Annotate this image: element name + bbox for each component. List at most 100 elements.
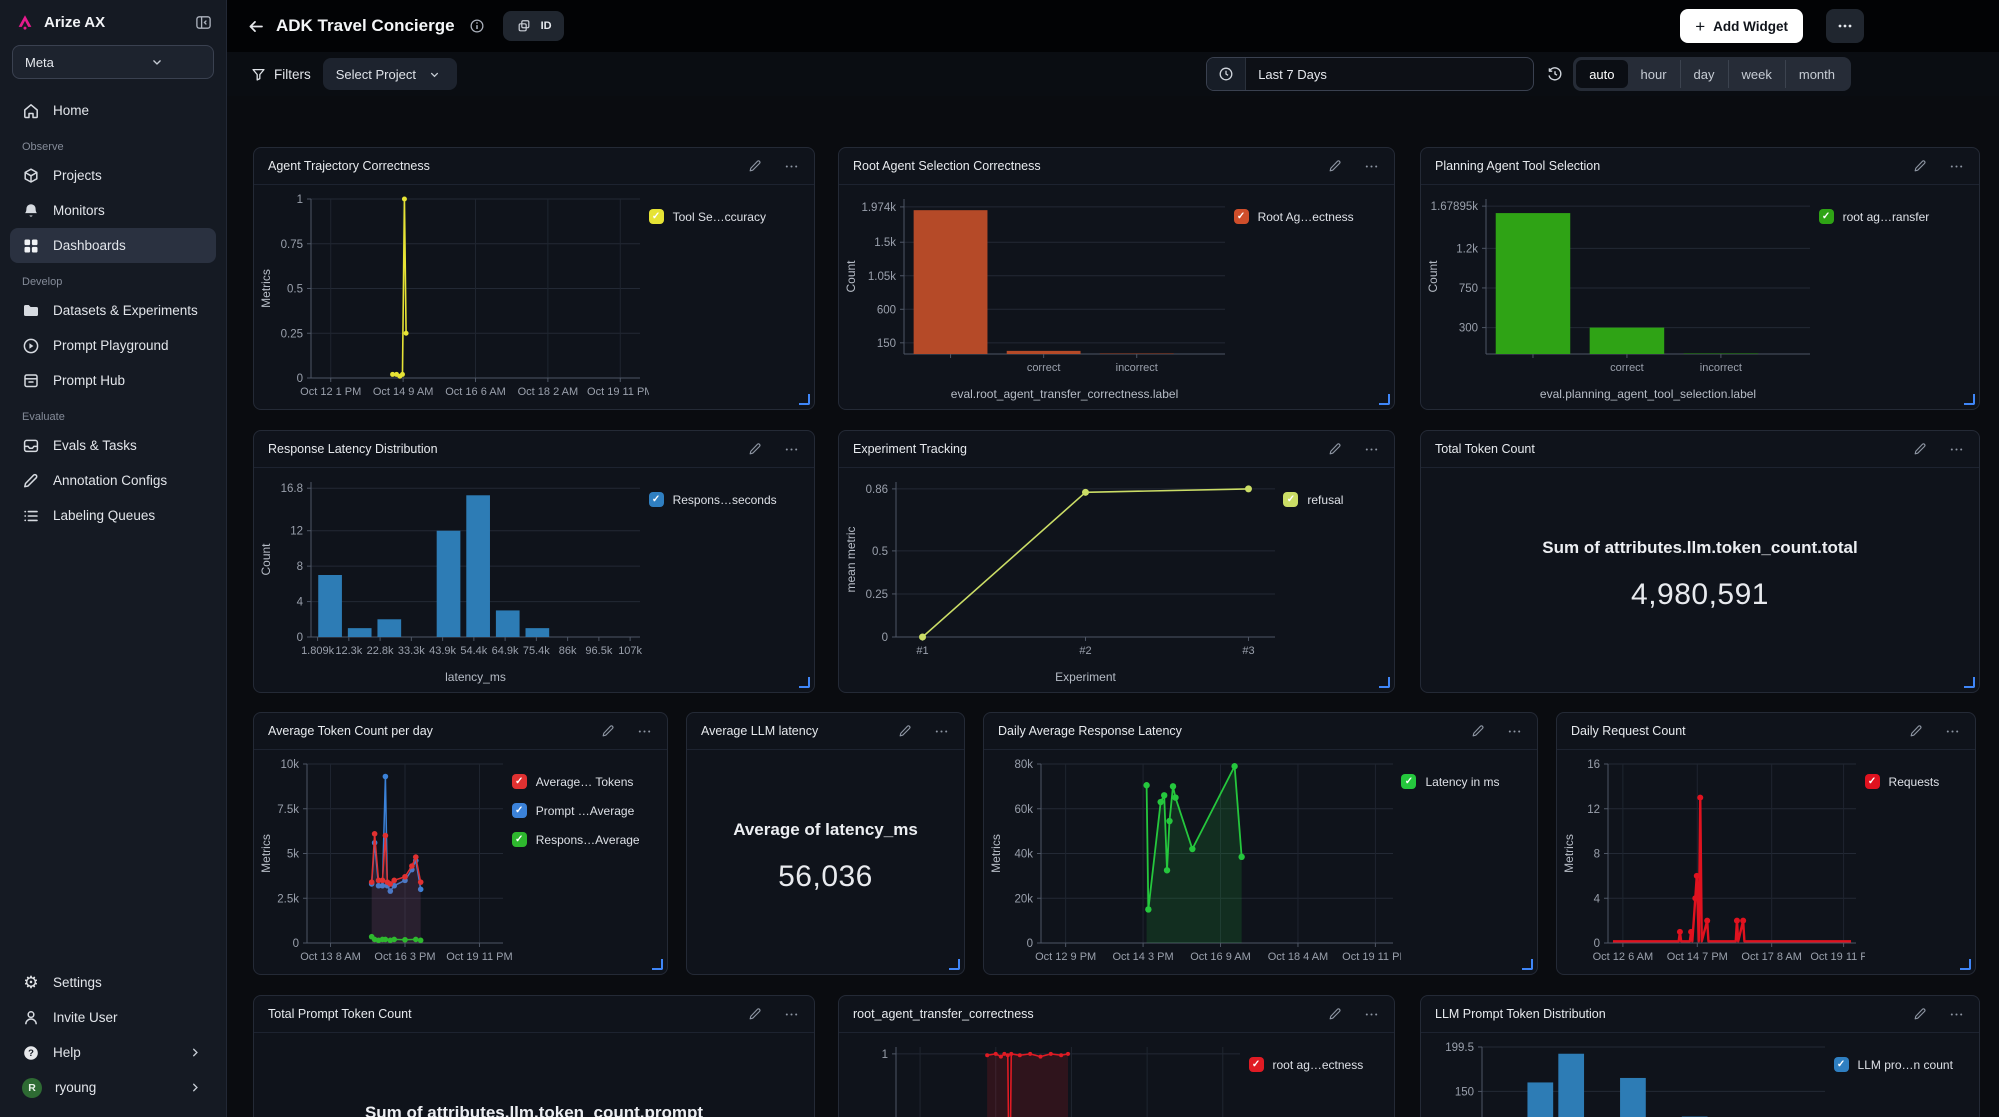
widget-card-root-agent-selection: Root Agent Selection Correctness 150 600 1…	[838, 147, 1395, 410]
svg-text:10k: 10k	[280, 759, 299, 771]
widget-menu-icon[interactable]	[782, 440, 800, 458]
resize-handle[interactable]	[949, 959, 960, 970]
resize-handle[interactable]	[1522, 959, 1533, 970]
legend-checkbox[interactable]: ✓	[511, 803, 527, 818]
sidebar-item-datasets-experiments[interactable]: Datasets & Experiments	[10, 293, 216, 328]
legend-checkbox[interactable]: ✓	[1864, 774, 1880, 789]
edit-widget-icon[interactable]	[896, 722, 914, 740]
edit-widget-icon[interactable]	[1911, 440, 1929, 458]
edit-widget-icon[interactable]	[746, 157, 764, 175]
sidebar-section-evaluate: Evaluate	[22, 411, 65, 423]
info-icon[interactable]	[468, 17, 486, 35]
edit-widget-icon[interactable]	[599, 722, 617, 740]
granularity-day[interactable]: day	[1679, 60, 1728, 88]
legend-checkbox[interactable]: ✓	[1401, 774, 1417, 789]
widget-card-avg-llm-latency: Average LLM latency Average of latency_m…	[686, 712, 965, 975]
svg-text:8: 8	[297, 561, 303, 573]
edit-widget-icon[interactable]	[1326, 1005, 1344, 1023]
legend-label: LLM pro…n count	[1857, 1057, 1953, 1072]
edit-widget-icon[interactable]	[1907, 722, 1925, 740]
legend-checkbox[interactable]: ✓	[648, 492, 664, 507]
sidebar-collapse-icon[interactable]	[194, 13, 212, 31]
widget-menu-icon[interactable]	[1943, 722, 1961, 740]
sidebar-item-prompt-hub[interactable]: Prompt Hub	[10, 363, 216, 398]
resize-handle[interactable]	[652, 959, 663, 970]
edit-widget-icon[interactable]	[1326, 440, 1344, 458]
legend-checkbox[interactable]: ✓	[1283, 492, 1299, 507]
granularity-hour[interactable]: hour	[1640, 66, 1667, 82]
resize-handle[interactable]	[799, 677, 810, 688]
resize-handle[interactable]	[1964, 677, 1975, 688]
filters-label[interactable]: Filters	[249, 65, 311, 83]
legend-checkbox[interactable]: ✓	[648, 209, 664, 224]
resize-handle[interactable]	[1960, 959, 1971, 970]
widget-menu-icon[interactable]	[932, 722, 950, 740]
chart-legend: ✓ LLM pro…n count	[1833, 1033, 1978, 1117]
select-project-dropdown[interactable]: Select Project	[322, 58, 457, 90]
sidebar-item-projects[interactable]: Projects	[10, 158, 216, 193]
svg-text:0: 0	[1594, 938, 1600, 950]
widget-menu-icon[interactable]	[1947, 1005, 1965, 1023]
sidebar-item-annotation-configs[interactable]: Annotation Configs	[10, 463, 216, 498]
widget-menu-icon[interactable]	[782, 1005, 800, 1023]
person-icon	[22, 1009, 40, 1027]
widget-menu-icon[interactable]	[1947, 440, 1965, 458]
resize-handle[interactable]	[1964, 394, 1975, 405]
sidebar-item-label: Monitors	[53, 203, 105, 218]
svg-text:correct: correct	[1610, 362, 1644, 374]
sidebar-item-label: ryoung	[55, 1080, 97, 1095]
time-range-input[interactable]: Last 7 Days	[1206, 57, 1535, 91]
sidebar-item-dashboards[interactable]: Dashboards	[10, 228, 216, 263]
widget-title: root_agent_transfer_correctness	[853, 1007, 1034, 1021]
sidebar-item-prompt-playground[interactable]: Prompt Playground	[10, 328, 216, 363]
legend-checkbox[interactable]: ✓	[1248, 1057, 1264, 1072]
widget-menu-icon[interactable]	[1362, 157, 1380, 175]
granularity-auto[interactable]: auto	[1576, 60, 1628, 88]
dashboard-menu-button[interactable]	[1826, 9, 1864, 43]
resize-handle[interactable]	[1379, 677, 1390, 688]
widget-menu-icon[interactable]	[1362, 440, 1380, 458]
sidebar-item-evals-tasks[interactable]: Evals & Tasks	[10, 428, 216, 463]
edit-widget-icon[interactable]	[746, 1005, 764, 1023]
workspace-select[interactable]: Meta	[12, 45, 214, 79]
arize-logo	[16, 13, 34, 31]
granularity-week[interactable]: week	[1727, 60, 1785, 88]
edit-widget-icon[interactable]	[1326, 157, 1344, 175]
legend-checkbox[interactable]: ✓	[511, 774, 527, 789]
sidebar-item-home[interactable]: Home	[10, 93, 216, 128]
sidebar-item-labeling-queues[interactable]: Labeling Queues	[10, 498, 216, 533]
granularity-month[interactable]: month	[1784, 60, 1848, 88]
widget-menu-icon[interactable]	[1362, 1005, 1380, 1023]
widget-menu-icon[interactable]	[1505, 722, 1523, 740]
svg-text:Oct 19 11 PM: Oct 19 11 PM	[446, 951, 511, 963]
time-history-icon[interactable]	[1546, 65, 1564, 83]
add-widget-button[interactable]: + Add Widget	[1680, 9, 1803, 43]
sidebar-item-settings[interactable]: ⚙ Settings	[10, 965, 216, 1000]
back-button[interactable]	[247, 17, 265, 35]
sidebar-item-user[interactable]: R ryoung	[10, 1070, 216, 1105]
widget-menu-icon[interactable]	[782, 157, 800, 175]
legend-checkbox[interactable]: ✓	[1818, 209, 1834, 224]
copy-id-button[interactable]: ID	[502, 11, 564, 41]
edit-widget-icon[interactable]	[1911, 1005, 1929, 1023]
svg-text:?: ?	[28, 1048, 34, 1059]
sidebar-item-help[interactable]: ? Help	[10, 1035, 216, 1070]
sidebar-item-monitors[interactable]: Monitors	[10, 193, 216, 228]
sidebar-item-label: Datasets & Experiments	[53, 303, 198, 318]
edit-widget-icon[interactable]	[1911, 157, 1929, 175]
edit-widget-icon[interactable]	[1469, 722, 1487, 740]
edit-widget-icon[interactable]	[746, 440, 764, 458]
widget-menu-icon[interactable]	[1947, 157, 1965, 175]
svg-text:Experiment: Experiment	[1055, 670, 1116, 684]
legend-checkbox[interactable]: ✓	[511, 832, 527, 847]
legend-label: Root Ag…ectness	[1257, 209, 1354, 224]
resize-handle[interactable]	[1379, 394, 1390, 405]
sidebar-item-invite-user[interactable]: Invite User	[10, 1000, 216, 1035]
resize-handle[interactable]	[799, 394, 810, 405]
widget-menu-icon[interactable]	[635, 722, 653, 740]
legend-checkbox[interactable]: ✓	[1233, 209, 1249, 224]
widget-card-total-prompt-token-count: Total Prompt Token Count Sum of attribut…	[253, 995, 815, 1117]
svg-text:0: 0	[882, 632, 888, 644]
legend-checkbox[interactable]: ✓	[1833, 1057, 1849, 1072]
svg-text:Metrics: Metrics	[259, 834, 273, 873]
